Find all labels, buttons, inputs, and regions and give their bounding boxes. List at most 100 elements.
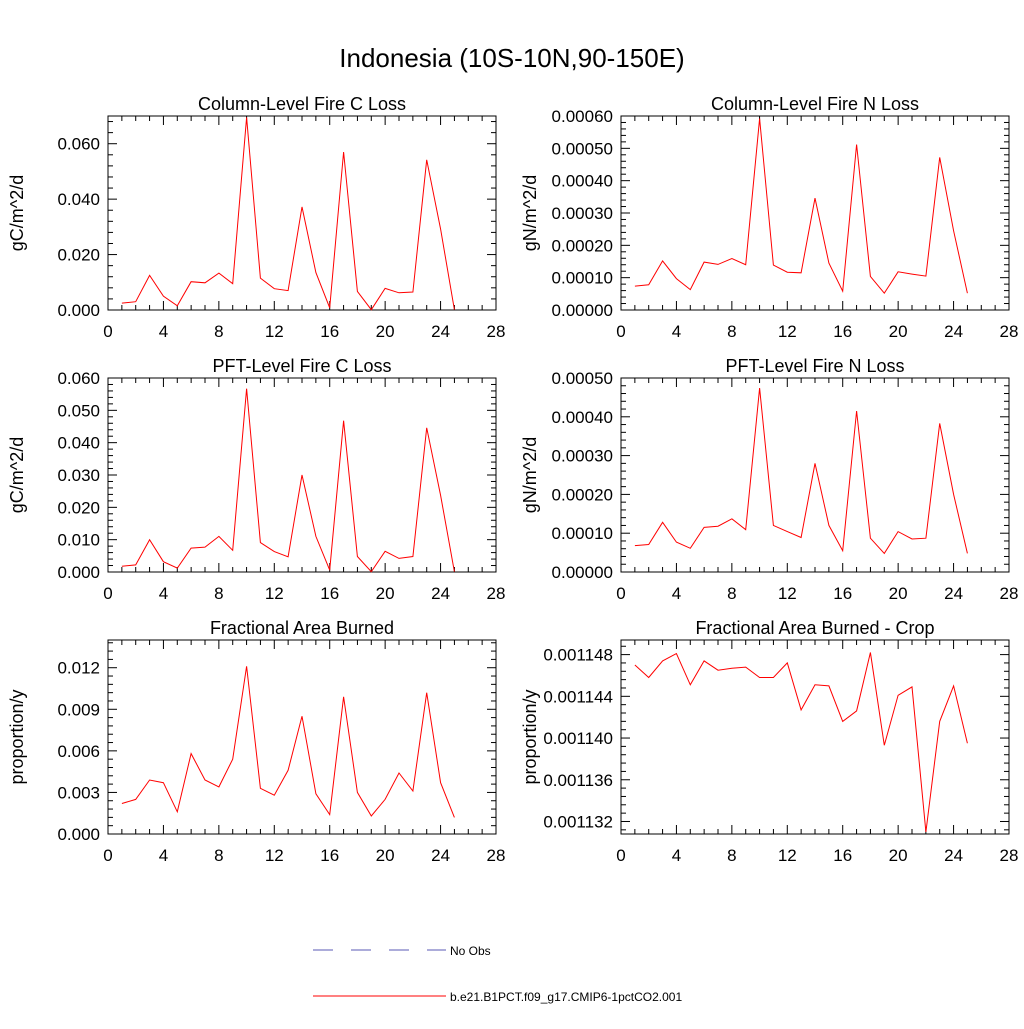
x-tick-label: 24: [944, 322, 963, 341]
x-tick-label: 16: [833, 322, 852, 341]
x-tick-label: 4: [672, 322, 681, 341]
x-tick-label: 0: [103, 846, 112, 865]
panel-title: Fractional Area Burned - Crop: [695, 618, 934, 638]
y-tick-label: 0.020: [57, 246, 100, 265]
series-line-1: [634, 118, 968, 295]
x-tick-label: 28: [487, 584, 506, 603]
panel-6: Fractional Area Burned - Crop proportion/…: [520, 618, 1018, 865]
y-tick-label: 0.000: [57, 825, 100, 844]
y-tick-label: 0.001148: [543, 646, 613, 665]
y-tick-label: 0.00000: [552, 563, 613, 582]
x-tick-label: 24: [944, 846, 963, 865]
x-tick-label: 0: [103, 322, 112, 341]
y-tick-label: 0.00010: [552, 269, 613, 288]
y-tick-label: 0.000: [57, 563, 100, 582]
panel-3: PFT-Level Fire C Loss gC/m^2/d 0 4 8 12 16 20 24…: [7, 356, 505, 603]
panel-4: PFT-Level Fire N Loss gN/m^2/d 0 4 8 12 16 20 24…: [520, 356, 1018, 603]
x-tick-label: 20: [376, 846, 395, 865]
y-tick-label: 0.030: [57, 466, 100, 485]
x-tick-label: 28: [487, 846, 506, 865]
y-tick-label: 0.020: [57, 498, 100, 517]
x-tick-label: 28: [1000, 322, 1019, 341]
y-tick-label: 0.006: [57, 742, 100, 761]
x-tick-label: 16: [320, 322, 339, 341]
x-tick-label: 28: [1000, 584, 1019, 603]
panel-title: Fractional Area Burned: [210, 618, 394, 638]
x-tick-label: 8: [214, 322, 223, 341]
x-tick-label: 4: [159, 584, 168, 603]
x-tick-label: 12: [778, 322, 797, 341]
x-tick-label: 8: [727, 322, 736, 341]
y-tick-label: 0.040: [57, 434, 100, 453]
y-tick-label: 0.012: [57, 659, 100, 678]
x-tick-label: 12: [778, 584, 797, 603]
y-tick-label: 0.060: [57, 135, 100, 154]
x-tick-label: 16: [833, 846, 852, 865]
legend-label-model: b.e21.B1PCT.f09_g17.CMIP6-1pctCO2.001: [450, 990, 682, 1004]
panel-title: Column-Level Fire N Loss: [711, 94, 919, 114]
series-line-1: [121, 117, 455, 311]
panels: Column-Level Fire C Loss gC/m^2/d 0 4 8 12 16 2…: [7, 94, 1018, 865]
figure-title: Indonesia (10S-10N,90-150E): [339, 43, 684, 73]
x-tick-label: 4: [159, 322, 168, 341]
y-tick-label: 0.001144: [543, 687, 613, 706]
x-tick-label: 20: [889, 846, 908, 865]
panel-title: Column-Level Fire C Loss: [198, 94, 406, 114]
panel-title: PFT-Level Fire C Loss: [212, 356, 391, 376]
x-tick-label: 0: [103, 584, 112, 603]
y-tick-label: 0.00020: [552, 485, 613, 504]
panel-1: Column-Level Fire C Loss gC/m^2/d 0 4 8 12 16 2…: [7, 94, 505, 341]
x-tick-label: 8: [214, 584, 223, 603]
x-tick-label: 12: [265, 322, 284, 341]
x-tick-label: 28: [487, 322, 506, 341]
x-tick-label: 16: [320, 846, 339, 865]
x-tick-label: 12: [265, 584, 284, 603]
y-tick-label: 0.001132: [543, 812, 613, 831]
x-tick-label: 24: [431, 846, 450, 865]
x-tick-label: 16: [320, 584, 339, 603]
y-tick-label: 0.040: [57, 190, 100, 209]
panel-2: Column-Level Fire N Loss gN/m^2/d 0 4 8 12 16 2…: [520, 94, 1018, 341]
y-tick-label: 0.00010: [552, 524, 613, 543]
series-line-1: [634, 652, 968, 832]
y-axis-label: gN/m^2/d: [520, 175, 540, 251]
y-tick-label: 0.060: [57, 369, 100, 388]
y-tick-label: 0.001140: [543, 729, 613, 748]
x-tick-label: 24: [944, 584, 963, 603]
series-line-1: [121, 388, 455, 573]
legend-label-no-obs: No Obs: [450, 944, 491, 958]
y-tick-label: 0.00030: [552, 204, 613, 223]
x-tick-label: 20: [376, 322, 395, 341]
y-axis-label: gC/m^2/d: [7, 437, 27, 513]
y-tick-label: 0.00050: [552, 369, 613, 388]
y-tick-label: 0.00060: [552, 107, 613, 126]
plot-frame: [107, 639, 497, 835]
panel-5: Fractional Area Burned proportion/y 0 4 8 12 1…: [7, 618, 505, 865]
x-tick-label: 16: [833, 584, 852, 603]
x-tick-label: 4: [672, 584, 681, 603]
x-tick-label: 8: [727, 584, 736, 603]
y-tick-label: 0.00030: [552, 447, 613, 466]
x-tick-label: 24: [431, 584, 450, 603]
y-tick-label: 0.000: [57, 301, 100, 320]
x-tick-label: 20: [889, 322, 908, 341]
y-axis-label: gN/m^2/d: [520, 437, 540, 513]
plot-frame: [620, 639, 1010, 835]
y-tick-label: 0.00040: [552, 408, 613, 427]
x-tick-label: 20: [376, 584, 395, 603]
series-line-1: [634, 388, 968, 555]
x-tick-label: 20: [889, 584, 908, 603]
y-tick-label: 0.00050: [552, 139, 613, 158]
y-tick-label: 0.00020: [552, 236, 613, 255]
y-tick-label: 0.009: [57, 700, 100, 719]
y-axis-label: proportion/y: [7, 689, 27, 784]
y-tick-label: 0.010: [57, 531, 100, 550]
x-tick-label: 4: [159, 846, 168, 865]
series-line-1: [121, 666, 455, 818]
x-tick-label: 12: [778, 846, 797, 865]
x-tick-label: 24: [431, 322, 450, 341]
y-axis-label: proportion/y: [520, 689, 540, 784]
y-tick-label: 0.050: [57, 401, 100, 420]
